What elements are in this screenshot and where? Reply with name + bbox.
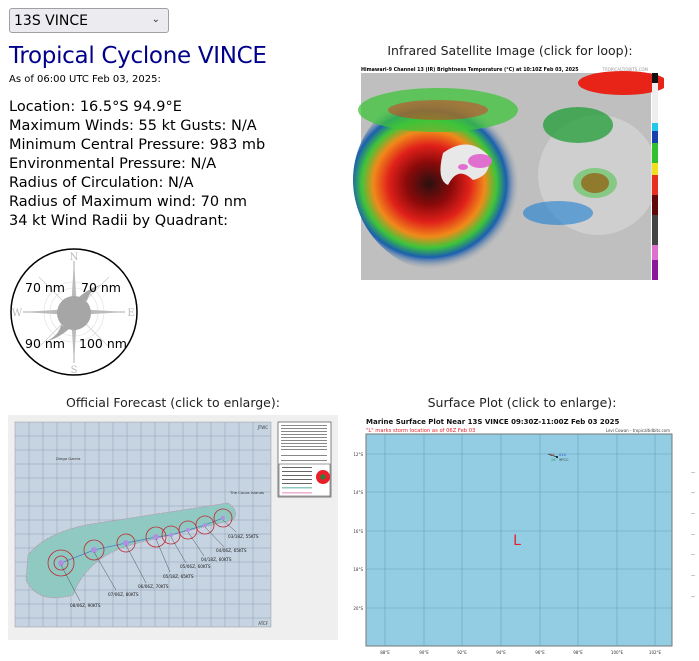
radius-ne: 70 nm xyxy=(81,280,121,295)
forecast-point-label: 03/18Z, 55KTS xyxy=(228,534,259,539)
wind-radii-compass: N S W E 70 nm 70 nm 90 nm 100 nm xyxy=(9,247,139,377)
place-label: Diego Garcia xyxy=(56,456,80,461)
svg-text:94°E: 94°E xyxy=(496,650,506,655)
svg-text:16°S: 16°S xyxy=(353,529,363,534)
radius-nw: 70 nm xyxy=(25,280,65,295)
svg-text:29: 29 xyxy=(550,453,555,457)
min-pressure: Minimum Central Pressure: 983 mb xyxy=(9,137,266,153)
radius-se: 100 nm xyxy=(79,336,127,351)
satellite-caption: Infrared Satellite Image (click for loop… xyxy=(387,43,633,58)
svg-text:18°S: 18°S xyxy=(353,567,363,572)
svg-text:88°E: 88°E xyxy=(380,650,390,655)
svg-text:14°S: 14°S xyxy=(353,490,363,495)
satellite-image-link[interactable]: Himawari-9 Channel 13 (IR) Brightness Te… xyxy=(348,65,668,291)
forecast-caption: Official Forecast (click to enlarge): xyxy=(66,395,280,410)
env-pressure: Environmental Pressure: N/A xyxy=(9,156,217,172)
place-label: The Cocos Islands xyxy=(229,490,264,495)
page-title: Tropical Cyclone VINCE xyxy=(9,43,267,69)
satellite-header: Himawari-9 Channel 13 (IR) Brightness Te… xyxy=(361,67,579,73)
max-winds: Maximum Winds: 55 kt Gusts: N/A xyxy=(9,118,257,134)
svg-text:JTWC: JTWC xyxy=(257,425,269,430)
surface-plot-map: Marine Surface Plot Near 13S VINCE 09:30… xyxy=(353,418,695,655)
svg-text:102°E: 102°E xyxy=(649,650,662,655)
forecast-image-link[interactable]: 03/18Z, 55KTS 04/06Z, 65KTS 04/18Z, 60KT… xyxy=(8,415,338,640)
storm-select[interactable]: 13S VINCE ⌄ xyxy=(9,8,169,33)
svg-text:26: 26 xyxy=(551,458,556,462)
radius-max-wind: Radius of Maximum wind: 70 nm xyxy=(9,194,248,210)
forecast-point-label: 04/06Z, 65KTS xyxy=(216,548,247,553)
wind-radii-heading: 34 kt Wind Radii by Quadrant: xyxy=(9,213,229,229)
radius-circulation: Radius of Circulation: N/A xyxy=(9,175,194,191)
svg-text:E: E xyxy=(127,308,134,319)
surface-caption: Surface Plot (click to enlarge): xyxy=(427,395,617,410)
location: Location: 16.5°S 94.9°E xyxy=(9,99,182,115)
forecast-point-label: 05/18Z, 65KTS xyxy=(163,574,194,579)
forecast-point-label: 08/06Z, 90KTS xyxy=(70,603,101,608)
surface-observation: 29 010 26 9PCC xyxy=(547,453,569,462)
compass-rose-icon: N S W E xyxy=(10,248,138,376)
svg-text:TROPICALTIDBITS.COM: TROPICALTIDBITS.COM xyxy=(602,67,649,72)
svg-text:90°E: 90°E xyxy=(419,650,429,655)
svg-text:92°E: 92°E xyxy=(457,650,467,655)
storm-info: Location: 16.5°S 94.9°E Maximum Winds: 5… xyxy=(9,98,265,231)
forecast-point-label: 04/18Z, 60KTS xyxy=(201,557,232,562)
forecast-point-label: 06/06Z, 70KTS xyxy=(138,584,169,589)
chevron-down-icon: ⌄ xyxy=(151,14,160,25)
svg-text:N: N xyxy=(70,252,79,263)
svg-text:010: 010 xyxy=(559,453,567,457)
svg-text:S: S xyxy=(71,365,78,376)
satellite-ir-image: Himawari-9 Channel 13 (IR) Brightness Te… xyxy=(348,65,668,291)
svg-text:100°E: 100°E xyxy=(611,650,624,655)
radius-sw: 90 nm xyxy=(25,336,65,351)
surface-title: Marine Surface Plot Near 13S VINCE 09:30… xyxy=(366,418,620,426)
svg-text:98°E: 98°E xyxy=(573,650,583,655)
surface-plot-link[interactable]: Marine Surface Plot Near 13S VINCE 09:30… xyxy=(345,413,699,657)
forecast-track-map: 03/18Z, 55KTS 04/06Z, 65KTS 04/18Z, 60KT… xyxy=(8,415,338,640)
svg-text:96°E: 96°E xyxy=(535,650,545,655)
as-of-timestamp: As of 06:00 UTC Feb 03, 2025: xyxy=(9,74,161,85)
svg-text:W: W xyxy=(12,308,23,319)
svg-text:9PCC: 9PCC xyxy=(559,458,569,462)
storm-location-marker: L xyxy=(513,533,521,549)
storm-select-value: 13S VINCE xyxy=(14,12,88,29)
surface-subtitle: "L" marks storm location as of 06Z Feb 0… xyxy=(366,428,475,434)
svg-text:20°S: 20°S xyxy=(353,606,363,611)
svg-text:12°S: 12°S xyxy=(353,452,363,457)
forecast-point-label: 07/06Z, 80KTS xyxy=(108,592,139,597)
forecast-point-label: 05/06Z, 60KTS xyxy=(180,564,211,569)
svg-text:ATCF: ATCF xyxy=(258,621,268,626)
svg-text:Levi Cowan - tropicaltidbits.c: Levi Cowan - tropicaltidbits.com xyxy=(606,428,670,433)
